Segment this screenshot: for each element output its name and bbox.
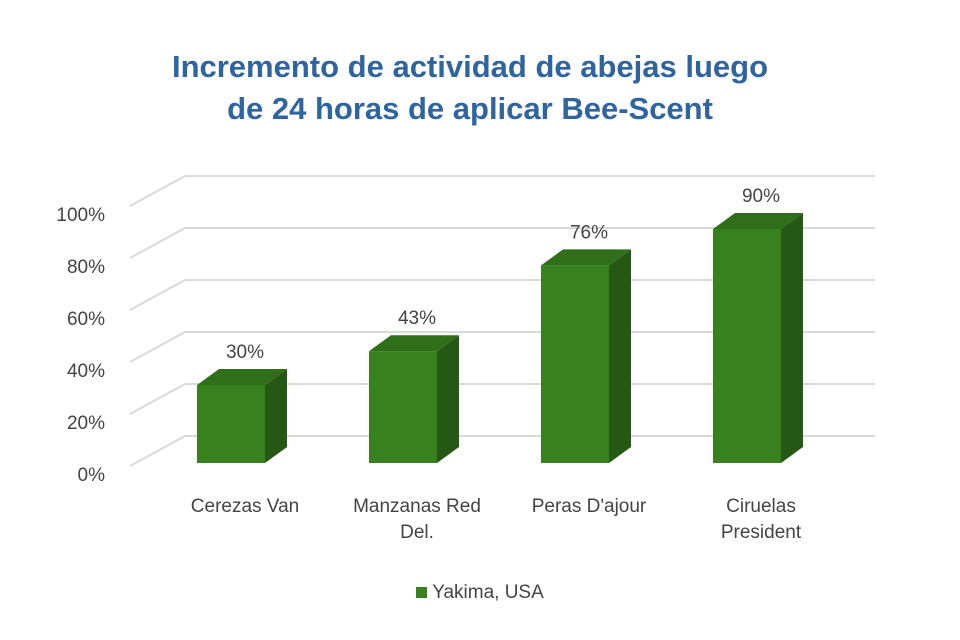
chart-title: Incremento de actividad de abejas luego … — [171, 49, 769, 126]
y-tick-label: 60% — [67, 309, 105, 330]
bar — [197, 369, 287, 463]
bar-face — [369, 351, 437, 463]
bar-face — [609, 249, 631, 463]
y-tick-label: 0% — [78, 465, 106, 486]
bar-face — [781, 213, 803, 463]
bar — [541, 249, 631, 463]
bar-face — [265, 369, 287, 463]
bar-face — [197, 385, 265, 463]
x-tick-label: Ciruelas President — [720, 496, 802, 543]
grid-line — [129, 227, 875, 259]
bar-face — [713, 213, 803, 229]
value-label: 90% — [742, 186, 780, 207]
bar-face — [369, 335, 459, 352]
legend: Yakima, USA — [0, 582, 960, 604]
y-tick-label: 20% — [67, 413, 105, 434]
bar-face — [541, 249, 631, 266]
legend-label: Yakima, USA — [432, 582, 544, 603]
grid-line — [129, 435, 875, 467]
x-tick-label: Cerezas Van — [190, 496, 300, 517]
value-label: 76% — [570, 222, 608, 243]
value-label: 43% — [398, 308, 436, 329]
bar-face — [197, 369, 287, 385]
x-tick-label: Manzanas Red Del. — [353, 496, 481, 543]
y-tick-label: 40% — [67, 361, 105, 382]
value-label: 30% — [226, 342, 264, 363]
bar-face — [437, 335, 459, 463]
bar — [369, 335, 459, 463]
grid-line — [129, 383, 875, 415]
y-tick-label: 100% — [56, 205, 105, 226]
bar — [713, 213, 803, 463]
grid-line — [129, 279, 875, 311]
legend-swatch — [416, 587, 428, 598]
bar-face — [541, 265, 609, 463]
y-tick-label: 80% — [67, 257, 105, 278]
bar-face — [713, 229, 781, 463]
grid-line — [129, 331, 875, 363]
grid-line — [129, 175, 875, 207]
x-tick-label: Peras D'ajour — [531, 496, 647, 517]
